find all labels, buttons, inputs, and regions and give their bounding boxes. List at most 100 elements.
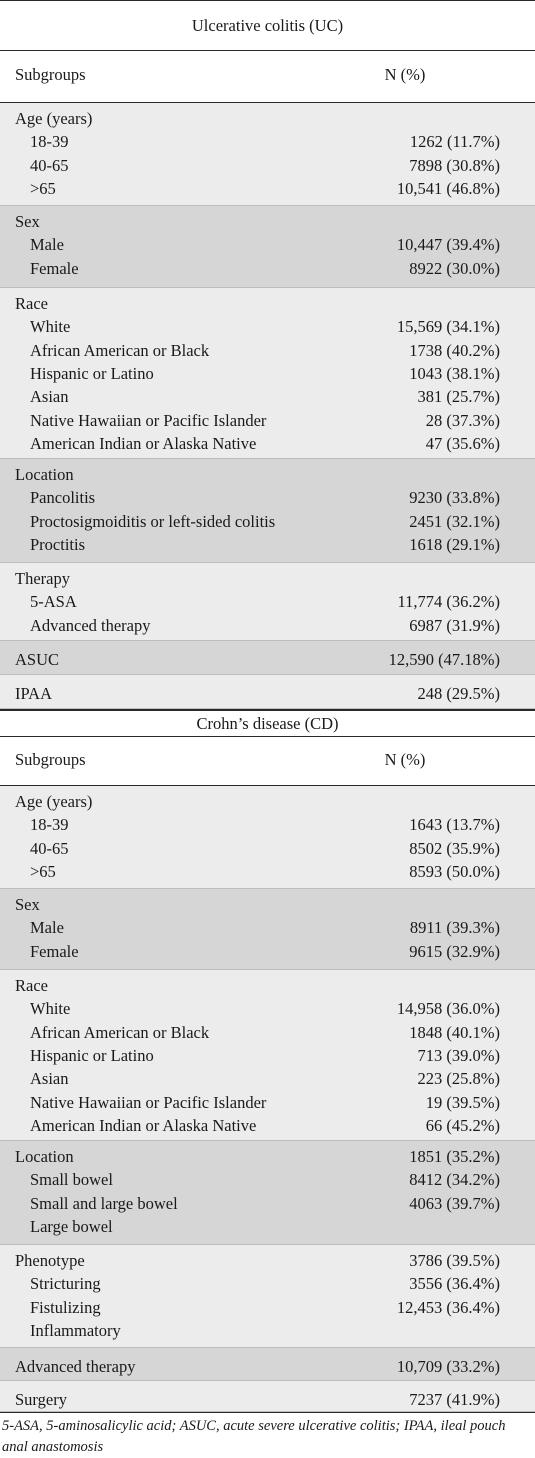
table-row: Hispanic or Latino 713 (39.0%) <box>0 1046 535 1069</box>
n-percent-value: 9615 (32.9%) <box>409 941 500 961</box>
subgroup-label: Hispanic or Latino <box>30 363 154 383</box>
table-row: ASUC 12,590 (47.18%) <box>0 650 535 673</box>
group-label: Sex <box>15 895 40 914</box>
subgroup-label: >65 <box>30 178 56 198</box>
table-row: Female 8922 (30.0%) <box>0 259 535 282</box>
n-percent-value: 248 (29.5%) <box>417 684 500 703</box>
group-label: ASUC <box>15 650 60 669</box>
table-row: 18-39 1262 (11.7%) <box>0 132 535 155</box>
n-percent-value: 3556 (36.4%) <box>409 1274 500 1294</box>
table-row: 40-65 7898 (30.8%) <box>0 156 535 179</box>
cd-row-group: Phenotype 3786 (39.5%) Stricturing 3556 (36… <box>0 1245 535 1348</box>
group-label: Location <box>15 465 74 484</box>
n-percent-value: 3786 (39.5%) <box>409 1251 500 1270</box>
subgroup-label: Large bowel <box>30 1216 113 1236</box>
table-row: Proctosigmoiditis or left-sided colitis 2… <box>0 512 535 535</box>
group-label: Age (years) <box>15 792 93 811</box>
table-row: Male 8911 (39.3%) <box>0 918 535 941</box>
subgroup-label: 18-39 <box>30 132 69 152</box>
group-label: Surgery <box>15 1390 67 1409</box>
n-percent-value: 1848 (40.1%) <box>409 1022 500 1042</box>
n-percent-value: 8911 (39.3%) <box>409 918 500 938</box>
subgroup-label: Native Hawaiian or Pacific Islander <box>30 1092 267 1112</box>
subgroup-label: Pancolitis <box>30 488 96 508</box>
subgroup-label: African American or Black <box>30 340 210 360</box>
subgroup-label: 40-65 <box>30 838 69 858</box>
table-bottom-rule <box>0 1412 535 1413</box>
table-row: Location <box>0 465 535 488</box>
n-percent-value: 8922 (30.0%) <box>409 258 500 278</box>
table-row: Stricturing 3556 (36.4%) <box>0 1274 535 1297</box>
table-row: Small bowel 8412 (34.2%) <box>0 1170 535 1193</box>
table-row: Location 1851 (35.2%) <box>0 1147 535 1170</box>
uc-col-n: N (%) <box>384 65 426 84</box>
table-row: >65 8593 (50.0%) <box>0 862 535 885</box>
n-percent-value: 12,590 (47.18%) <box>388 650 500 669</box>
subgroup-label: Male <box>30 918 64 938</box>
cd-row-group: Age (years) 18-39 1643 (13.7%) 40-65 8502 (3… <box>0 786 535 889</box>
table-row: African American or Black 1738 (40.2%) <box>0 341 535 364</box>
uc-row-group: ASUC 12,590 (47.18%) <box>0 641 535 675</box>
subgroup-label: 40-65 <box>30 155 69 175</box>
subgroup-label: African American or Black <box>30 1022 210 1042</box>
table-footnote: 5-ASA, 5-aminosalicylic acid; ASUC, acut… <box>2 1418 506 1455</box>
table-row: Race <box>0 976 535 999</box>
table-row: American Indian or Alaska Native 66 (45.2… <box>0 1116 535 1139</box>
group-label: Age (years) <box>15 109 93 128</box>
cd-row-group: Advanced therapy 10,709 (33.2%) <box>0 1348 535 1381</box>
subgroup-label: Fistulizing <box>30 1297 101 1317</box>
subgroup-label: Proctitis <box>30 534 86 554</box>
table-row: Asian 223 (25.8%) <box>0 1069 535 1092</box>
group-label: IPAA <box>15 684 52 703</box>
cd-col-n: N (%) <box>384 750 426 769</box>
n-percent-value: 66 (45.2%) <box>425 1115 500 1135</box>
table-row: Sex <box>0 895 535 918</box>
table-row: Native Hawaiian or Pacific Islander 19 (3… <box>0 1093 535 1116</box>
subgroup-label: Small and large bowel <box>30 1193 178 1213</box>
subgroup-label: Female <box>30 258 79 278</box>
subgroup-label: Female <box>30 941 79 961</box>
group-label: Advanced therapy <box>15 1357 136 1376</box>
subgroup-label: 18-39 <box>30 815 69 835</box>
table-row: Native Hawaiian or Pacific Islander 28 (3… <box>0 411 535 434</box>
cd-section-title: Crohn’s disease (CD) <box>0 709 535 737</box>
subgroup-label: Inflammatory <box>30 1320 121 1340</box>
table-row: Male 10,447 (39.4%) <box>0 235 535 258</box>
n-percent-value: 6987 (31.9%) <box>409 615 500 635</box>
table-row: 40-65 8502 (35.9%) <box>0 839 535 862</box>
table-row: >65 10,541 (46.8%) <box>0 179 535 202</box>
cd-row-group: Location 1851 (35.2%) Small bowel 8412 (34.… <box>0 1141 535 1245</box>
table-row: African American or Black 1848 (40.1%) <box>0 1023 535 1046</box>
table-row: Advanced therapy 6987 (31.9%) <box>0 616 535 639</box>
table-row: White 14,958 (36.0%) <box>0 999 535 1022</box>
table-row: Proctitis 1618 (29.1%) <box>0 535 535 558</box>
table-row: Sex <box>0 212 535 235</box>
n-percent-value: 11,774 (36.2%) <box>397 592 501 612</box>
cd-header-row: Subgroups N (%) <box>0 737 535 786</box>
cd-title-text: Crohn’s disease (CD) <box>196 713 339 733</box>
n-percent-value: 223 (25.8%) <box>417 1069 500 1089</box>
cd-row-group: Sex Male 8911 (39.3%) Female 9615 (32.9%) <box>0 889 535 970</box>
subgroup-label: 5-ASA <box>30 592 77 612</box>
table-row: IPAA 248 (29.5%) <box>0 684 535 707</box>
uc-row-group: IPAA 248 (29.5%) <box>0 675 535 709</box>
n-percent-value: 381 (25.7%) <box>417 387 500 407</box>
subgroup-label: Proctosigmoiditis or left-sided colitis <box>30 511 276 531</box>
n-percent-value: 1618 (29.1%) <box>409 534 500 554</box>
subgroup-label: White <box>30 317 71 337</box>
n-percent-value: 15,569 (34.1%) <box>396 317 500 337</box>
subgroup-label: Hispanic or Latino <box>30 1045 154 1065</box>
n-percent-value: 1262 (11.7%) <box>409 132 500 152</box>
n-percent-value: 8412 (34.2%) <box>409 1170 500 1190</box>
uc-row-group: Age (years) 18-39 1262 (11.7%) 40-65 7898 (3… <box>0 103 535 206</box>
subgroup-label: Asian <box>30 387 69 407</box>
table-row: Fistulizing 12,453 (36.4%) <box>0 1298 535 1321</box>
n-percent-value: 28 (37.3%) <box>425 410 500 430</box>
n-percent-value: 713 (39.0%) <box>417 1045 500 1065</box>
group-label: Location <box>15 1147 74 1166</box>
table-row: Large bowel <box>0 1217 535 1240</box>
n-percent-value: 10,447 (39.4%) <box>396 235 500 255</box>
group-label: Sex <box>15 212 40 231</box>
n-percent-value: 9230 (33.8%) <box>409 488 500 508</box>
subgroup-label: Small bowel <box>30 1170 113 1190</box>
